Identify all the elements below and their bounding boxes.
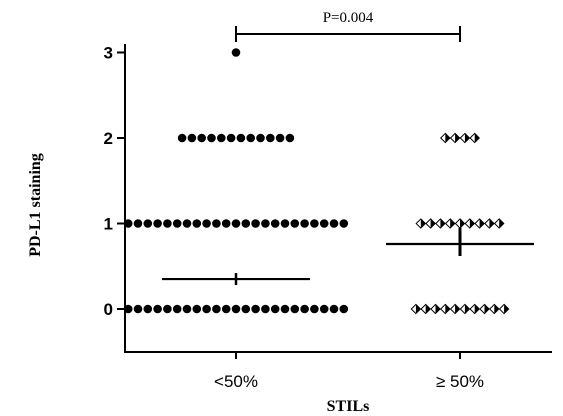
data-point: [300, 219, 309, 228]
data-point: [329, 219, 339, 228]
data-point: [236, 133, 246, 143]
data-point: [212, 219, 221, 228]
data-point: [420, 303, 432, 315]
data-point: [474, 218, 485, 229]
data-point: [182, 304, 192, 314]
data-point: [163, 304, 172, 314]
data-point: [339, 304, 349, 314]
data-point: [123, 304, 133, 314]
significance-bracket: [235, 26, 461, 42]
data-point: [493, 218, 505, 229]
y-tick-label: 2: [104, 129, 113, 148]
data-point: [266, 133, 275, 143]
y-tick-label: 1: [104, 215, 113, 234]
data-point: [202, 219, 211, 228]
data-point: [256, 133, 265, 143]
data-point: [498, 303, 510, 315]
data-point: [143, 219, 153, 228]
data-point: [285, 133, 295, 143]
y-axis-label: PD-L1 staining: [27, 153, 44, 257]
data-point: [197, 133, 206, 143]
data-point: [187, 133, 197, 143]
data-point: [410, 303, 422, 315]
x-ticks: <50% ≥ 50%: [214, 352, 484, 391]
data-point: [435, 218, 446, 229]
data-point: [231, 304, 241, 314]
data-point: [153, 304, 162, 314]
data-point: [202, 304, 211, 314]
data-point: [319, 219, 329, 228]
data-point: [310, 219, 319, 228]
data-point: [280, 304, 290, 314]
data-point: [439, 303, 451, 315]
data-point: [454, 218, 466, 229]
data-point: [329, 304, 339, 314]
data-point: [319, 304, 329, 314]
data-point: [430, 303, 441, 315]
data-point: [300, 304, 309, 314]
data-point: [459, 132, 471, 144]
data-point: [217, 133, 226, 143]
data-point: [290, 219, 300, 228]
data-point: [449, 303, 461, 315]
data-point: [464, 218, 476, 229]
y-tick-label: 3: [104, 44, 113, 63]
data-point: [339, 219, 349, 228]
y-tick-label: 0: [104, 300, 113, 319]
data-point: [275, 133, 285, 143]
data-point: [177, 133, 187, 143]
data-point: [261, 304, 270, 314]
data-point: [270, 304, 280, 314]
data-point: [133, 304, 143, 314]
data-point: [479, 303, 490, 315]
data-point: [182, 219, 192, 228]
data-point: [251, 304, 260, 314]
data-point: [221, 304, 231, 314]
data-point: [310, 304, 319, 314]
y-ticks: 0 1 2 3: [104, 44, 125, 319]
data-point: [280, 219, 290, 228]
data-point: [290, 304, 300, 314]
data-point: [226, 133, 236, 143]
data-point: [241, 304, 251, 314]
data-point: [246, 133, 255, 143]
x-axis-label: STILs: [327, 398, 370, 415]
data-point: [469, 303, 481, 315]
data-point: [270, 219, 280, 228]
data-point: [231, 219, 241, 228]
data-point: [484, 218, 495, 229]
data-point: [192, 304, 202, 314]
median-lines: [162, 227, 534, 286]
data-point: [172, 304, 182, 314]
data-point: [469, 132, 481, 144]
data-point: [444, 218, 456, 229]
x-tick-label: <50%: [214, 372, 258, 391]
data-point: [488, 303, 500, 315]
x-tick-label: ≥ 50%: [436, 372, 484, 391]
data-point: [207, 133, 216, 143]
data-points: [123, 48, 510, 315]
data-point: [123, 219, 133, 228]
data-point: [212, 304, 221, 314]
data-point: [459, 303, 471, 315]
data-point: [221, 219, 231, 228]
data-point: [163, 219, 172, 228]
data-point: [231, 48, 241, 57]
data-point: [439, 132, 451, 144]
data-point: [133, 219, 143, 228]
data-point: [241, 219, 251, 228]
data-point: [251, 219, 260, 228]
p-value-label: P=0.004: [323, 10, 374, 26]
data-point: [153, 219, 162, 228]
data-point: [261, 219, 270, 228]
data-point: [425, 218, 436, 229]
data-point: [415, 218, 427, 229]
data-point: [192, 219, 202, 228]
data-point: [143, 304, 153, 314]
data-point: [172, 219, 182, 228]
data-point: [449, 132, 461, 144]
